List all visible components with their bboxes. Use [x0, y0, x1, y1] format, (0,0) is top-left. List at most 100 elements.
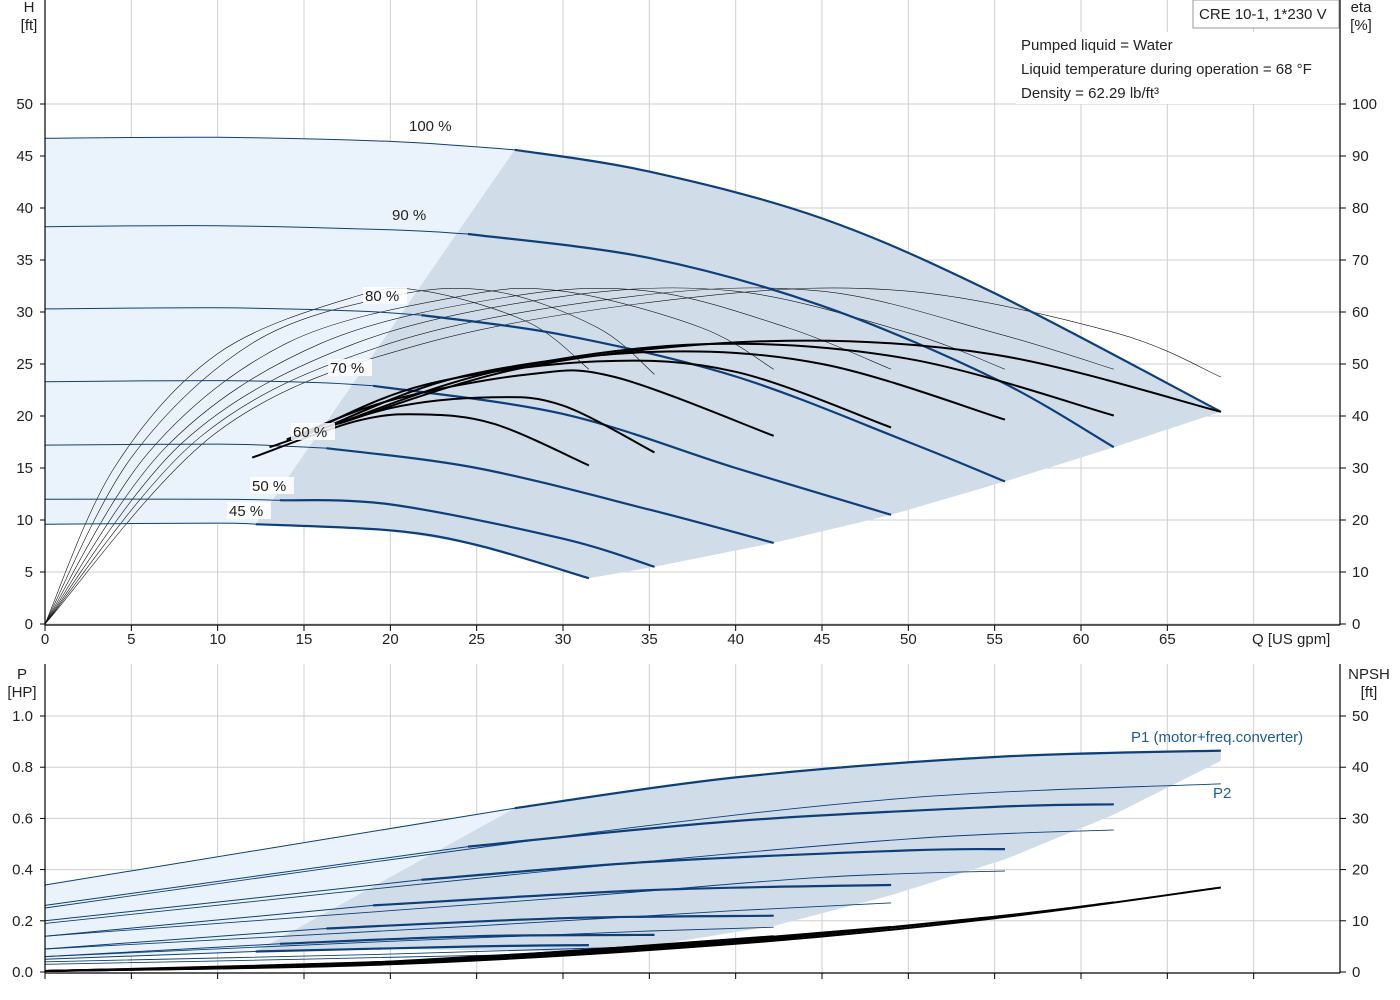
- efficiency-curve: [303, 359, 892, 436]
- speed-label: 45 %: [229, 503, 263, 520]
- head-curve: [255, 523, 590, 580]
- model-box: [1192, 0, 1340, 29]
- speed-label: 50 %: [252, 478, 286, 495]
- speed-label-bg: [363, 287, 407, 304]
- x-tick-label: 0: [41, 631, 49, 648]
- p2-curve: [44, 945, 655, 963]
- p2-label: P2: [1213, 785, 1231, 802]
- power-npsh-panel: 0.0 0.2 0.4 0.6 0.8 1.0 0 10 20 30 40 50 P[HP] NPSH[f…: [7, 664, 1390, 981]
- p1-curve: [255, 944, 589, 953]
- x-tick-label: 15: [296, 631, 313, 648]
- y-tick-label-left: 0: [25, 616, 33, 633]
- x-tick-label: 55: [986, 631, 1003, 648]
- speed-label-bg: [250, 477, 294, 494]
- y-tick-label-right: 80: [1352, 200, 1369, 217]
- info-line-3: Density = 62.29 lb/ft³: [1021, 85, 1159, 102]
- speed-label: 100 %: [409, 118, 452, 135]
- p1-curve-thin: [44, 904, 374, 937]
- head-curve-thin: [44, 136, 515, 151]
- y-tick-label-left: 45: [16, 148, 33, 165]
- y-tick-label-left: 40: [16, 200, 33, 217]
- head-efficiency-panel: 0510152025303540455001020304050607080901…: [16, 0, 1377, 648]
- npsh-curves: [44, 886, 1222, 972]
- y-tick-label-right: 40: [1352, 408, 1369, 425]
- open-efficiency-curve: [44, 287, 774, 625]
- open-efficiency-curve: [44, 287, 1222, 625]
- p1-curve-thin: [44, 879, 422, 922]
- p2-curve: [44, 829, 1114, 924]
- x-tick-label: 65: [1159, 631, 1176, 648]
- head-curve: [372, 384, 892, 516]
- top-axes: [40, 0, 1346, 631]
- y-axis-label-left: P: [17, 666, 27, 683]
- y-tick-label-left: 10: [16, 512, 33, 529]
- y-tick-label-left: 5: [25, 564, 33, 581]
- y-tick-label-right: 50: [1352, 356, 1369, 373]
- p1-curve-thin: [44, 807, 515, 886]
- y-tick-label-left: 50: [16, 96, 33, 113]
- p1-curve-thin: [44, 943, 280, 958]
- x-axis-label: Q [US gpm]: [1252, 631, 1330, 648]
- x-tick-label: 50: [900, 631, 917, 648]
- speed-label-bg: [227, 502, 271, 519]
- open-efficiency-curve: [44, 287, 1006, 625]
- y-tick-label-left: 0.6: [12, 810, 33, 827]
- y-tick-label-left: 0.8: [12, 759, 33, 776]
- info-line-1: Pumped liquid = Water: [1021, 37, 1173, 54]
- y-axis-label-right: eta: [1351, 0, 1373, 16]
- light-region: [45, 137, 515, 525]
- p1-curves: [44, 749, 1221, 960]
- y-axis-unit-right: [ft]: [1361, 684, 1378, 701]
- p1-curve: [421, 847, 1006, 881]
- y-tick-label-right: 10: [1352, 913, 1369, 930]
- head-curve: [467, 232, 1115, 449]
- bottom-axes: [40, 664, 1346, 979]
- y-axis-label-left: H: [24, 0, 35, 16]
- y-tick-label-right: 50: [1352, 708, 1369, 725]
- bottom-operating-regions: [45, 750, 1221, 960]
- y-tick-label-left: 0.2: [12, 913, 33, 930]
- x-tick-label: 10: [209, 631, 226, 648]
- y-tick-label-right: 30: [1352, 810, 1369, 827]
- y-tick-label-right: 0: [1352, 964, 1360, 981]
- y-tick-label-left: 35: [16, 252, 33, 269]
- light-region: [45, 808, 515, 960]
- y-tick-label-right: 20: [1352, 512, 1369, 529]
- npsh-curve: [44, 949, 589, 972]
- y-axis-unit-right: [%]: [1350, 17, 1372, 34]
- head-curve: [279, 499, 655, 568]
- y-tick-label-right: 40: [1352, 759, 1369, 776]
- head-curve-thin: [44, 443, 327, 449]
- y-tick-label-left: 25: [16, 356, 33, 373]
- y-tick-label-right: 70: [1352, 252, 1369, 269]
- head-curve: [514, 148, 1222, 413]
- x-tick-label: 25: [468, 631, 485, 648]
- head-curve-thin: [44, 522, 256, 525]
- open-efficiency-curve: [44, 287, 1114, 625]
- info-line-2: Liquid temperature during operation = 68…: [1021, 61, 1312, 78]
- x-tick-label: 30: [555, 631, 572, 648]
- speed-label: 90 %: [392, 207, 426, 224]
- y-axis-label-right: NPSH: [1348, 666, 1390, 683]
- x-tick-label: 60: [1073, 631, 1090, 648]
- open-efficiency-curve: [44, 288, 892, 625]
- p1-label: P1 (motor+freq.converter): [1131, 729, 1303, 746]
- head-curve-thin: [44, 225, 469, 235]
- p1-curve-thin: [44, 951, 256, 960]
- top-labels: 0510152025303540455001020304050607080901…: [16, 0, 1377, 648]
- head-curve: [326, 447, 774, 544]
- y-tick-label-left: 20: [16, 408, 33, 425]
- y-tick-label-right: 30: [1352, 460, 1369, 477]
- p1-curve: [514, 749, 1221, 810]
- y-tick-label-left: 0.0: [12, 964, 33, 981]
- speed-label: 70 %: [330, 360, 364, 377]
- y-tick-label-right: 20: [1352, 862, 1369, 879]
- p2-curve: [44, 783, 1221, 909]
- y-tick-label-left: 1.0: [12, 708, 33, 725]
- y-tick-label-right: 60: [1352, 304, 1369, 321]
- head-curves: [44, 136, 1222, 580]
- p1-curve: [279, 933, 655, 945]
- speed-label-bg: [291, 423, 335, 440]
- head-curve: [421, 314, 1006, 483]
